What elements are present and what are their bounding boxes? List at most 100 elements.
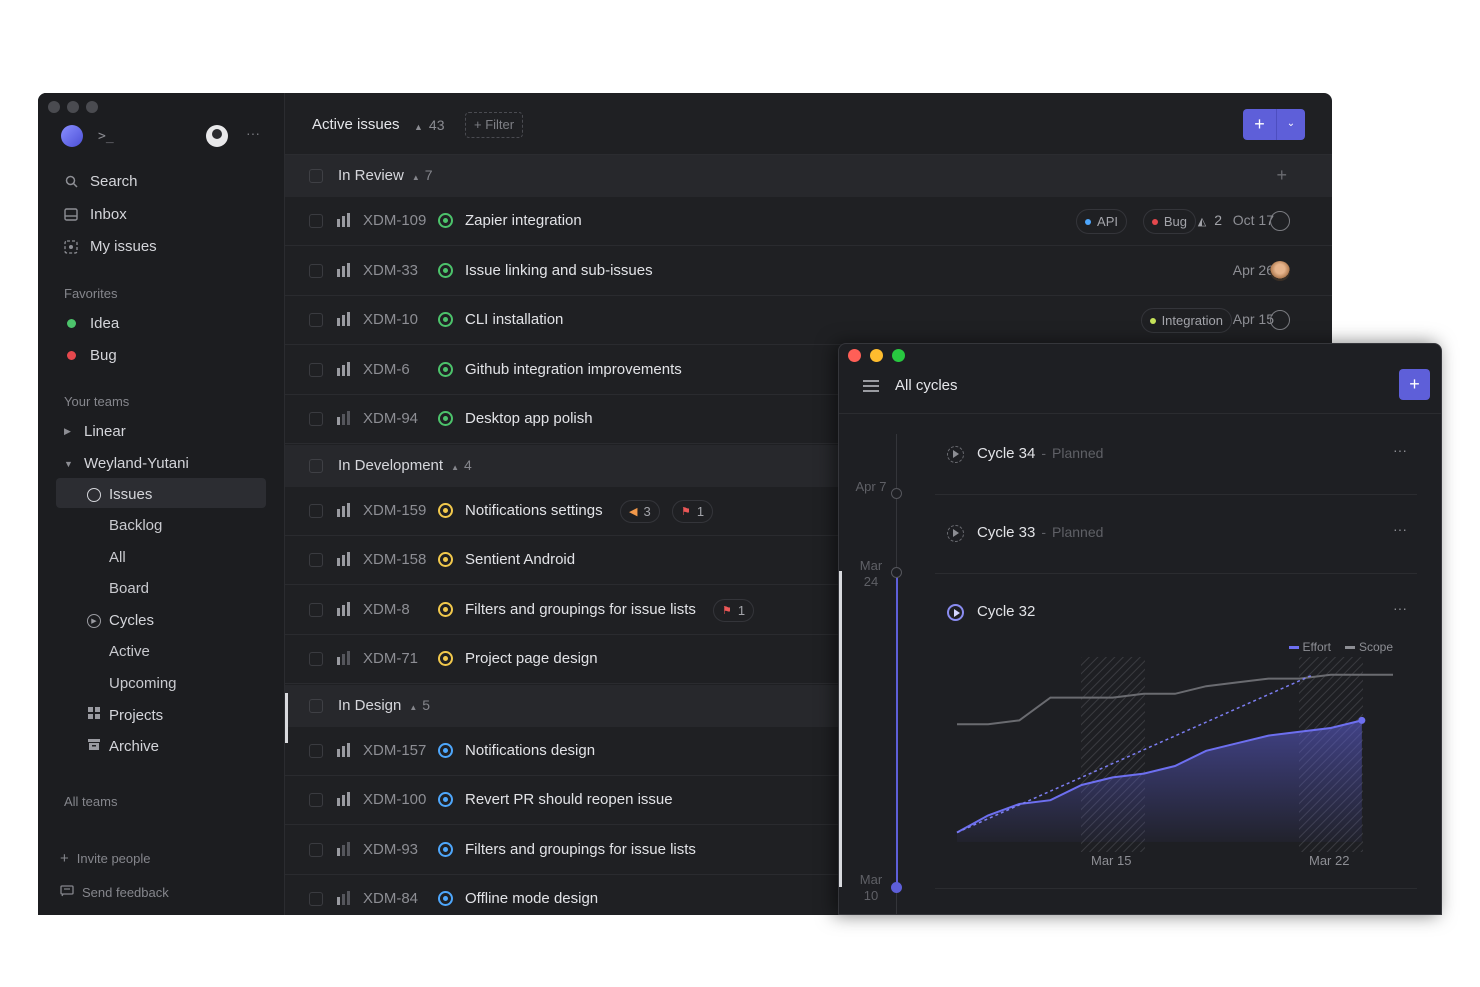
issue-row[interactable]: XDM-94 Desktop app polish: [285, 395, 1332, 444]
filter-button[interactable]: + Filter: [465, 112, 524, 138]
assignee-avatar[interactable]: [1270, 211, 1290, 231]
favorite-idea[interactable]: Idea: [64, 315, 119, 332]
row-checkbox[interactable]: [309, 652, 323, 666]
group-checkbox[interactable]: [309, 698, 323, 713]
flag-badge[interactable]: ⚑ 1: [713, 598, 755, 622]
assignee-avatar[interactable]: [1270, 260, 1290, 281]
nav-my-issues[interactable]: My issues: [64, 238, 157, 255]
status-icon[interactable]: [438, 891, 453, 906]
issue-row[interactable]: XDM-10 CLI installation Integration Apr 1…: [285, 296, 1332, 345]
label-chip-bug[interactable]: Bug: [1142, 209, 1196, 234]
status-icon[interactable]: [438, 792, 453, 807]
team-item-upcoming[interactable]: Upcoming: [109, 675, 177, 692]
issue-row[interactable]: XDM-8 Filters and groupings for issue li…: [285, 586, 1332, 635]
status-icon[interactable]: [438, 411, 453, 426]
status-icon[interactable]: [438, 841, 453, 857]
user-avatar[interactable]: [206, 125, 228, 147]
priority-icon[interactable]: [337, 502, 350, 517]
row-checkbox[interactable]: [309, 263, 323, 278]
group-checkbox[interactable]: [309, 169, 323, 183]
more-icon[interactable]: ···: [1393, 600, 1407, 616]
team-weyland-yutani[interactable]: ▼ Weyland-Yutani: [64, 455, 189, 472]
minimize-button[interactable]: [870, 349, 883, 362]
issue-row[interactable]: XDM-109 Zapier integration API Bug ◭ 2 Oct 1…: [285, 197, 1332, 246]
more-icon[interactable]: ···: [1393, 521, 1407, 537]
issue-row[interactable]: XDM-93 Filters and groupings for issue l…: [285, 826, 1332, 875]
issue-row[interactable]: XDM-6 Github integration improvements: [285, 346, 1332, 395]
assignee-avatar[interactable]: [1270, 310, 1290, 330]
flag-badge[interactable]: ⚑ 1: [672, 499, 714, 523]
favorite-bug[interactable]: Bug: [64, 347, 117, 364]
team-item-board[interactable]: Board: [109, 580, 150, 597]
add-issue-icon[interactable]: +: [1276, 165, 1287, 185]
invite-people-button[interactable]: + Invite people: [60, 850, 151, 867]
status-icon[interactable]: [438, 601, 453, 617]
new-cycle-button[interactable]: +: [1399, 369, 1430, 400]
cycle-row-33[interactable]: Cycle 33- Planned ···: [935, 495, 1417, 574]
chevron-down-icon[interactable]: ⌄: [1286, 118, 1296, 129]
new-issue-plus[interactable]: +: [1243, 109, 1277, 140]
status-icon[interactable]: [438, 262, 453, 278]
close-button[interactable]: [848, 349, 861, 362]
priority-icon[interactable]: [337, 411, 350, 425]
issue-row[interactable]: XDM-158 Sentient Android: [285, 536, 1332, 585]
status-icon[interactable]: [438, 502, 453, 518]
maximize-button[interactable]: [86, 101, 98, 113]
all-teams-link[interactable]: All teams: [64, 794, 118, 809]
more-icon[interactable]: ···: [246, 125, 260, 141]
team-item-cycles[interactable]: ▶ Cycles: [87, 612, 154, 629]
priority-icon[interactable]: [337, 552, 350, 566]
priority-icon[interactable]: [337, 312, 350, 326]
nav-inbox[interactable]: Inbox: [64, 206, 127, 223]
label-chip-integration[interactable]: Integration: [1140, 308, 1232, 333]
priority-icon[interactable]: [337, 792, 350, 806]
command-prompt-icon[interactable]: >_: [98, 129, 114, 144]
row-checkbox[interactable]: [309, 214, 323, 228]
row-checkbox[interactable]: [309, 313, 323, 327]
close-button[interactable]: [48, 101, 60, 113]
priority-icon[interactable]: [337, 891, 350, 905]
row-checkbox[interactable]: [309, 842, 323, 857]
issue-row[interactable]: XDM-159 Notifications settings ◀ 3 ⚑ 1: [285, 487, 1332, 536]
issue-row[interactable]: XDM-157 Notifications design: [285, 727, 1332, 776]
row-checkbox[interactable]: [309, 743, 323, 758]
group-checkbox[interactable]: [309, 458, 323, 473]
send-feedback-button[interactable]: Send feedback: [60, 885, 169, 900]
row-checkbox[interactable]: [309, 892, 323, 906]
priority-badge[interactable]: ◀ 3: [620, 499, 660, 523]
priority-icon[interactable]: [337, 841, 350, 856]
issue-row[interactable]: XDM-100 Revert PR should reopen issue: [285, 776, 1332, 825]
priority-icon[interactable]: [337, 742, 350, 757]
team-item-active[interactable]: Active: [109, 643, 150, 660]
cycle-row-34[interactable]: Cycle 34- Planned ···: [935, 416, 1417, 495]
status-icon[interactable]: [438, 361, 453, 377]
issue-row[interactable]: XDM-71 Project page design: [285, 635, 1332, 684]
more-icon[interactable]: ···: [1393, 442, 1407, 458]
priority-icon[interactable]: [337, 262, 350, 277]
menu-icon[interactable]: [863, 380, 879, 392]
label-chip-api[interactable]: API: [1076, 209, 1127, 234]
status-icon[interactable]: [438, 651, 453, 666]
priority-icon[interactable]: [337, 651, 350, 665]
priority-icon[interactable]: [337, 361, 350, 376]
team-item-issues[interactable]: Issues: [87, 486, 152, 503]
status-icon[interactable]: [438, 312, 453, 327]
row-checkbox[interactable]: [309, 412, 323, 426]
team-item-all[interactable]: All: [109, 549, 126, 566]
issue-row[interactable]: XDM-84 Offline mode design: [285, 875, 1332, 915]
priority-icon[interactable]: [337, 213, 350, 227]
row-checkbox[interactable]: [309, 793, 323, 807]
cycle-row-32[interactable]: Cycle 32 ···: [935, 574, 1417, 889]
row-checkbox[interactable]: [309, 503, 323, 518]
group-header[interactable]: In Review ▲ 7 +: [285, 155, 1332, 197]
priority-icon[interactable]: [337, 601, 350, 616]
issue-row[interactable]: XDM-33 Issue linking and sub-issues Apr …: [285, 247, 1332, 296]
nav-search[interactable]: Search: [64, 173, 138, 190]
team-item-projects[interactable]: Projects: [87, 706, 163, 724]
team-item-backlog[interactable]: Backlog: [109, 517, 163, 534]
row-checkbox[interactable]: [309, 362, 323, 377]
row-checkbox[interactable]: [309, 602, 323, 617]
workspace-logo[interactable]: [61, 125, 83, 147]
minimize-button[interactable]: [67, 101, 79, 113]
status-icon[interactable]: [438, 552, 453, 567]
